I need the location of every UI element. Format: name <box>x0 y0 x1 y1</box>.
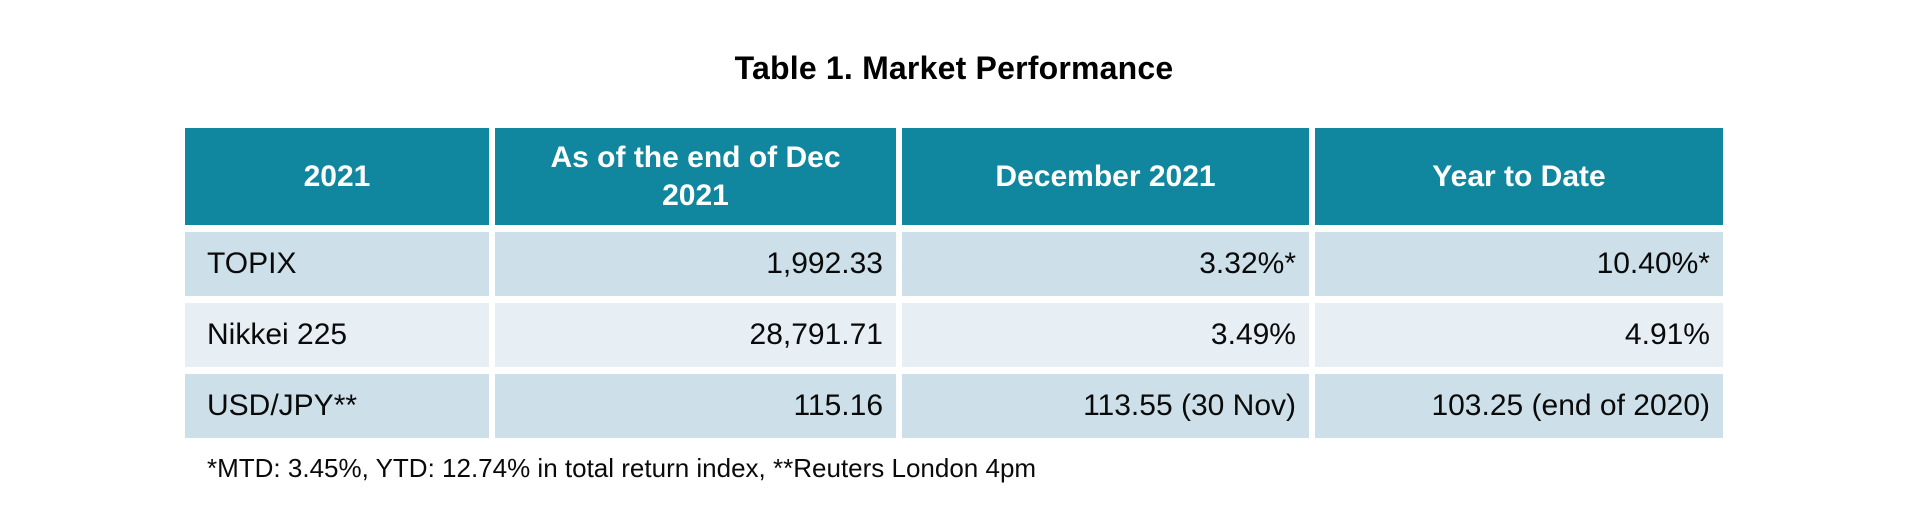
table-footnote: *MTD: 3.45%, YTD: 12.74% in total return… <box>207 453 1037 483</box>
row-topix-end-of-dec-value: 1,992.33 <box>495 232 896 296</box>
row-nikkei-december-value: 3.49% <box>902 303 1309 367</box>
row-topix-december-value: 3.32%* <box>902 232 1309 296</box>
column-header-2021: 2021 <box>185 128 489 225</box>
column-header-december-2021: December 2021 <box>902 128 1309 225</box>
row-nikkei-label: Nikkei 225 <box>185 303 489 367</box>
market-performance-table: 2021 As of the end of Dec 2021 December … <box>185 128 1723 438</box>
row-usdjpy-end-of-dec-value: 115.16 <box>495 374 896 438</box>
table-title: Table 1. Market Performance <box>734 50 1174 86</box>
row-topix-label: TOPIX <box>185 232 489 296</box>
column-header-year-to-date: Year to Date <box>1315 128 1723 225</box>
column-header-end-of-dec: As of the end of Dec 2021 <box>495 128 896 225</box>
row-nikkei-ytd-value: 4.91% <box>1315 303 1723 367</box>
row-usdjpy-december-value: 113.55 (30 Nov) <box>902 374 1309 438</box>
report-table-section: Table 1. Market Performance 2021 As of t… <box>185 46 1723 485</box>
row-nikkei-end-of-dec-value: 28,791.71 <box>495 303 896 367</box>
row-topix-ytd-value: 10.40%* <box>1315 232 1723 296</box>
row-usdjpy-ytd-value: 103.25 (end of 2020) <box>1315 374 1723 438</box>
row-usdjpy-label: USD/JPY** <box>185 374 489 438</box>
